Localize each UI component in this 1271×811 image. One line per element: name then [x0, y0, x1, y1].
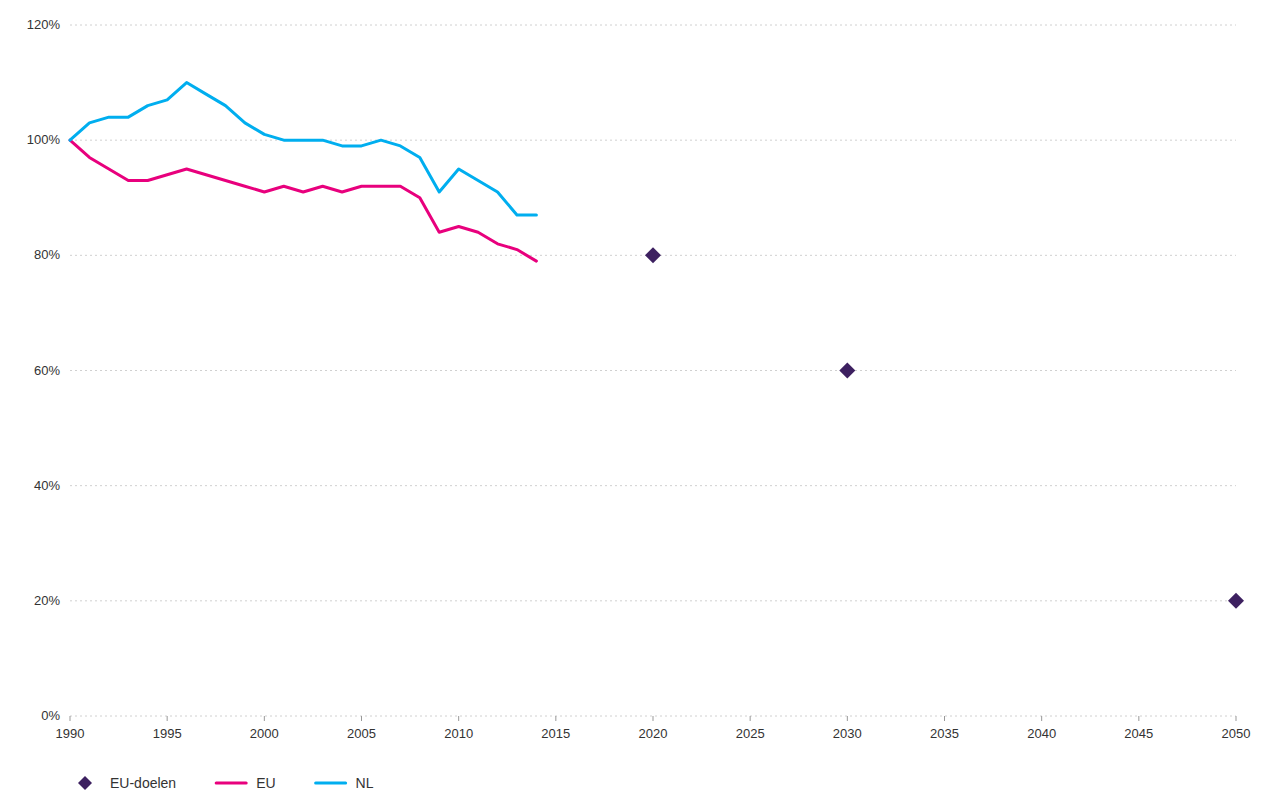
x-tick	[264, 716, 265, 721]
x-tick-label: 2015	[541, 726, 570, 741]
x-tick	[1236, 716, 1237, 721]
x-tick-label: 2000	[250, 726, 279, 741]
grid-line	[70, 370, 1236, 371]
x-tick	[944, 716, 945, 721]
x-tick-label: 2005	[347, 726, 376, 741]
x-tick	[750, 716, 751, 721]
x-tick	[847, 716, 848, 721]
legend-label: EU-doelen	[110, 775, 176, 791]
y-tick-label: 40%	[34, 478, 60, 493]
y-tick-label: 60%	[34, 363, 60, 378]
legend-label: NL	[356, 775, 374, 791]
x-tick-label: 1990	[56, 726, 85, 741]
x-tick-label: 2045	[1124, 726, 1153, 741]
grid-line	[70, 140, 1236, 141]
chart: 0% 20% 40% 60% 80% 100% 120% 1990 1995 2000 2005 20…	[0, 0, 1271, 811]
y-tick-label: 80%	[34, 247, 60, 262]
x-tick-label: 2035	[930, 726, 959, 741]
x-tick-label: 2040	[1027, 726, 1056, 741]
x-tick-label: 2025	[736, 726, 765, 741]
x-tick	[70, 716, 71, 721]
x-tick-label: 2030	[833, 726, 862, 741]
x-tick-label: 2050	[1222, 726, 1251, 741]
y-tick-label: 100%	[27, 132, 61, 147]
x-tick	[653, 716, 654, 721]
grid-line	[70, 485, 1236, 486]
point	[645, 247, 661, 263]
plot-area	[70, 83, 1244, 609]
series-line	[70, 83, 536, 215]
point	[1228, 593, 1244, 609]
legend: EU-doelen EU NL	[78, 775, 374, 791]
x-tick	[458, 716, 459, 721]
x-tick-label: 2010	[444, 726, 473, 741]
x-tick	[361, 716, 362, 721]
x-tick	[555, 716, 556, 721]
series-line	[70, 140, 536, 261]
y-tick-label: 120%	[27, 17, 61, 32]
legend-swatch	[78, 776, 92, 790]
axes: 0% 20% 40% 60% 80% 100% 120% 1990 1995 2000 2005 20…	[27, 17, 1251, 741]
x-tick-label: 2020	[639, 726, 668, 741]
x-tick-label: 1995	[153, 726, 182, 741]
legend-swatch	[316, 782, 346, 785]
y-tick-label: 20%	[34, 593, 60, 608]
grid-line	[70, 600, 1236, 601]
y-tick-label: 0%	[41, 708, 60, 723]
x-tick	[167, 716, 168, 721]
grid	[70, 25, 1236, 716]
legend-swatch	[216, 782, 246, 785]
point	[839, 363, 855, 379]
x-tick	[1041, 716, 1042, 721]
x-tick	[1138, 716, 1139, 721]
legend-label: EU	[256, 775, 275, 791]
grid-line	[70, 25, 1236, 26]
